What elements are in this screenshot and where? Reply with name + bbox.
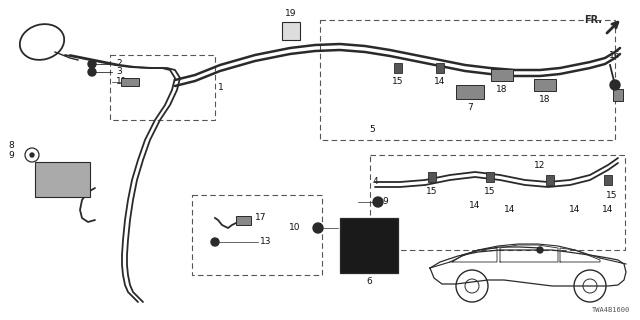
Bar xyxy=(282,22,300,40)
Text: FR.: FR. xyxy=(584,15,602,25)
Text: 10: 10 xyxy=(289,223,300,233)
Bar xyxy=(340,218,398,273)
Circle shape xyxy=(610,80,620,90)
Text: 5: 5 xyxy=(369,125,375,134)
Bar xyxy=(35,162,90,197)
Bar xyxy=(613,89,623,101)
Text: 15: 15 xyxy=(606,190,618,199)
Text: 15: 15 xyxy=(484,188,496,196)
Bar xyxy=(236,216,251,225)
Text: 18: 18 xyxy=(496,85,508,94)
Bar xyxy=(428,172,436,182)
Circle shape xyxy=(373,197,383,207)
Circle shape xyxy=(537,247,543,253)
Text: 9: 9 xyxy=(382,197,388,206)
Text: 15: 15 xyxy=(426,188,438,196)
Text: 14: 14 xyxy=(570,205,580,214)
Bar xyxy=(121,78,139,86)
Bar xyxy=(436,63,444,73)
Circle shape xyxy=(88,68,96,76)
Text: 8: 8 xyxy=(8,140,14,149)
Text: 17: 17 xyxy=(255,213,266,222)
Circle shape xyxy=(211,238,219,246)
Text: TWA4B1600: TWA4B1600 xyxy=(592,307,630,313)
Bar xyxy=(534,79,556,91)
Text: 13: 13 xyxy=(260,237,271,246)
Circle shape xyxy=(313,223,323,233)
Text: 14: 14 xyxy=(504,205,516,214)
Text: 6: 6 xyxy=(366,277,372,286)
Bar xyxy=(320,20,615,140)
Text: 19: 19 xyxy=(285,10,297,19)
Bar xyxy=(604,175,612,185)
Bar xyxy=(192,195,322,275)
Bar xyxy=(110,55,215,120)
Text: 9: 9 xyxy=(8,150,14,159)
Text: 14: 14 xyxy=(469,201,481,210)
Text: 7: 7 xyxy=(467,103,473,113)
Text: 14: 14 xyxy=(602,205,614,214)
Text: 3: 3 xyxy=(116,68,122,76)
Circle shape xyxy=(88,60,96,68)
Text: 11: 11 xyxy=(116,77,127,86)
Text: 15: 15 xyxy=(392,77,404,86)
Text: 12: 12 xyxy=(534,161,546,170)
Text: 18: 18 xyxy=(540,95,551,105)
Text: 2: 2 xyxy=(116,60,122,68)
Circle shape xyxy=(30,153,34,157)
Bar xyxy=(546,175,554,185)
Bar xyxy=(486,172,494,182)
Bar xyxy=(394,63,402,73)
Text: 4: 4 xyxy=(372,178,378,187)
Text: 16: 16 xyxy=(609,52,621,60)
Bar xyxy=(456,85,484,99)
Text: 14: 14 xyxy=(435,77,445,86)
Text: 1: 1 xyxy=(218,84,224,92)
Bar xyxy=(491,69,513,81)
Bar xyxy=(370,155,625,250)
